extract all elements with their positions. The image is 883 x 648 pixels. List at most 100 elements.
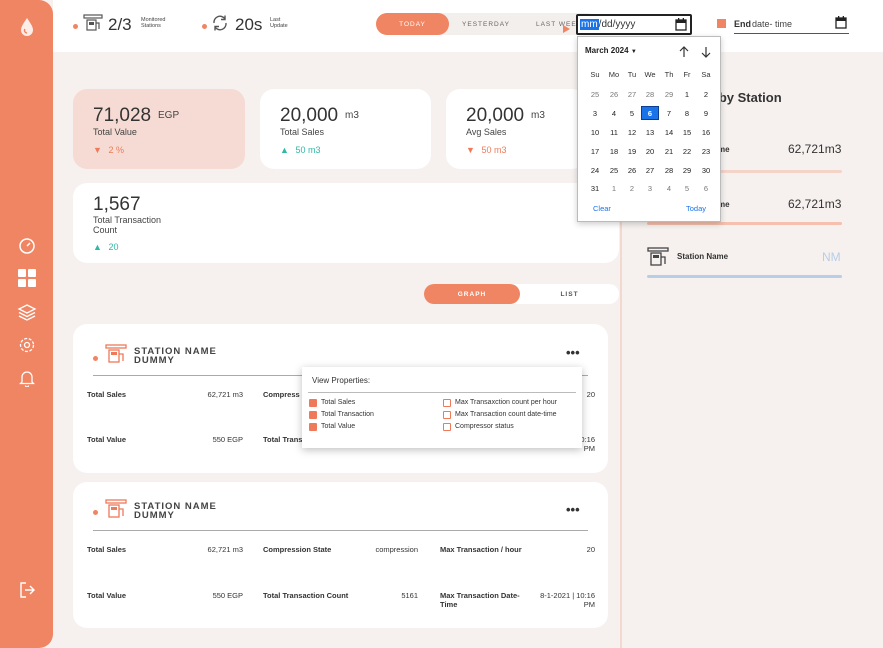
top-bar: 2/3 Monitored Stations 20s Last Update TOD…	[53, 0, 883, 52]
weekday-header: Tu	[627, 69, 637, 79]
calendar-day[interactable]: 27	[645, 165, 655, 175]
calendar-day[interactable]: 11	[610, 127, 618, 137]
checkbox-max-count-per-hour[interactable]	[443, 399, 451, 407]
station-card[interactable]: STATION NAME DUMMY ••• Total Sales 62,721…	[73, 482, 608, 628]
end-calendar-icon[interactable]	[835, 16, 847, 31]
layers-icon[interactable]	[15, 300, 39, 324]
field-value: 550 EGP	[212, 591, 243, 600]
next-month-arrow-icon[interactable]	[701, 45, 711, 63]
calendar-day[interactable]: 23	[701, 146, 711, 156]
calendar-day[interactable]: 6	[641, 106, 659, 120]
clear-date-button[interactable]: Clear	[593, 204, 611, 213]
calendar-day[interactable]: 14	[664, 127, 674, 137]
calendar-day[interactable]: 7	[666, 108, 672, 118]
calendar-day[interactable]: 26	[609, 89, 619, 99]
calendar-day[interactable]: 17	[590, 146, 600, 156]
trend-up-icon: ▲	[93, 242, 102, 252]
checkbox-compressor-status[interactable]	[443, 423, 451, 431]
kpi-delta: ▼ 2 %	[93, 145, 124, 155]
end-date-input[interactable]: End date- time	[734, 14, 849, 34]
kpi-card-total-value[interactable]: 71,028 EGP Total Value ▼ 2 %	[73, 89, 245, 169]
field-value: :10:16	[574, 435, 595, 444]
month-year-select[interactable]: March 2024 ▼	[585, 46, 637, 55]
calendar-day[interactable]: 28	[664, 165, 674, 175]
tab-today[interactable]: TODAY	[376, 13, 449, 35]
status-dot	[93, 356, 98, 361]
calendar-day[interactable]: 12	[627, 127, 637, 137]
calendar-day[interactable]: 30	[701, 165, 711, 175]
more-options-icon[interactable]: •••	[566, 502, 580, 517]
calendar-day[interactable]: 25	[590, 89, 600, 99]
kpi-label: Total Transaction Count	[93, 215, 162, 235]
calendar-day[interactable]: 2	[629, 183, 635, 193]
calendar-day[interactable]: 20	[645, 146, 655, 156]
calendar-day[interactable]: 3	[647, 183, 653, 193]
toggle-list[interactable]: LIST	[560, 290, 579, 298]
drop-logo-icon[interactable]	[15, 15, 39, 39]
checkbox-total-value[interactable]	[309, 423, 317, 431]
refresh-icon[interactable]	[211, 14, 229, 37]
calendar-day[interactable]: 10	[590, 127, 600, 137]
view-properties-popup: View Properties: Total Sales Total Trans…	[302, 367, 582, 448]
settings-gear-icon[interactable]	[15, 333, 39, 357]
calendar-day[interactable]: 5	[629, 108, 635, 118]
field-value: 62,721 m3	[207, 390, 243, 399]
calendar-day[interactable]: 24	[590, 165, 600, 175]
calendar-day[interactable]: 28	[645, 89, 655, 99]
kpi-card-avg-sales[interactable]: 20,000 m3 Avg Sales ▼ 50 m3	[446, 89, 586, 169]
kpi-card-transaction-count[interactable]: 1,567 Total Transaction Count ▲ 20	[73, 183, 619, 263]
calendar-day[interactable]: 27	[627, 89, 637, 99]
weekday-header: We	[644, 69, 656, 79]
calendar-day[interactable]: 21	[664, 146, 674, 156]
logout-icon[interactable]	[15, 578, 39, 602]
toggle-graph[interactable]: GRAPH	[424, 284, 520, 304]
calendar-day[interactable]: 5	[684, 183, 690, 193]
field-value: compression	[375, 545, 418, 554]
monitored-stations-count: 2/3	[108, 15, 132, 34]
calendar-day[interactable]: 8	[684, 108, 690, 118]
calendar-day[interactable]: 16	[701, 127, 711, 137]
calendar-day[interactable]: 26	[627, 165, 637, 175]
calendar-day[interactable]: 4	[611, 108, 617, 118]
calendar-day[interactable]: 6	[703, 183, 709, 193]
calendar-icon[interactable]	[675, 18, 687, 34]
calendar-day[interactable]: 1	[684, 89, 690, 99]
today-date-button[interactable]: Today	[686, 204, 707, 213]
checkbox-max-count-date-time[interactable]	[443, 411, 451, 419]
checkbox-total-sales[interactable]	[309, 399, 317, 407]
notification-bell-icon[interactable]	[15, 366, 39, 390]
kpi-label: Avg Sales	[466, 127, 507, 137]
calendar-day[interactable]: 4	[666, 183, 672, 193]
field-label: Total Trans	[263, 435, 303, 444]
station-icon	[105, 344, 127, 369]
kpi-card-total-sales[interactable]: 20,000 m3 Total Sales ▲ 50 m3	[260, 89, 431, 169]
calendar-day[interactable]: 1	[611, 183, 617, 193]
kpi-unit: m3	[345, 110, 359, 121]
field-label: Compression State	[263, 545, 332, 554]
prev-month-arrow-icon[interactable]	[679, 45, 689, 63]
kpi-label: Total Value	[93, 127, 137, 137]
calendar-day[interactable]: 31	[590, 183, 600, 193]
calendar-day[interactable]: 22	[682, 146, 692, 156]
calendar-day[interactable]: 3	[592, 108, 598, 118]
tab-yesterday[interactable]: YESTERDAY	[462, 20, 510, 28]
calendar-day[interactable]: 2	[703, 89, 709, 99]
more-options-icon[interactable]: •••	[566, 345, 580, 360]
calendar-day[interactable]: 19	[627, 146, 637, 156]
calendar-day[interactable]: 25	[609, 165, 619, 175]
calendar-day[interactable]: 13	[645, 127, 655, 137]
calendar-day[interactable]: 15	[682, 127, 692, 137]
calendar-day[interactable]: 9	[703, 108, 709, 118]
dashboard-gauge-icon[interactable]	[15, 234, 39, 258]
field-label: Total Value	[87, 435, 127, 444]
kpi-label: Total Sales	[280, 127, 325, 137]
calendar-day[interactable]: 29	[682, 165, 692, 175]
calendar-day[interactable]: 18	[609, 146, 619, 156]
checkbox-total-transaction[interactable]	[309, 411, 317, 419]
grid-view-icon[interactable]	[15, 266, 39, 290]
panel-item-label: me	[718, 145, 730, 154]
calendar-day[interactable]: 29	[664, 89, 674, 99]
tab-last-week[interactable]: LAST WEEK	[535, 20, 583, 28]
trend-down-icon: ▼	[93, 145, 102, 155]
start-date-input[interactable]: mm/dd/yyyy	[576, 14, 692, 35]
